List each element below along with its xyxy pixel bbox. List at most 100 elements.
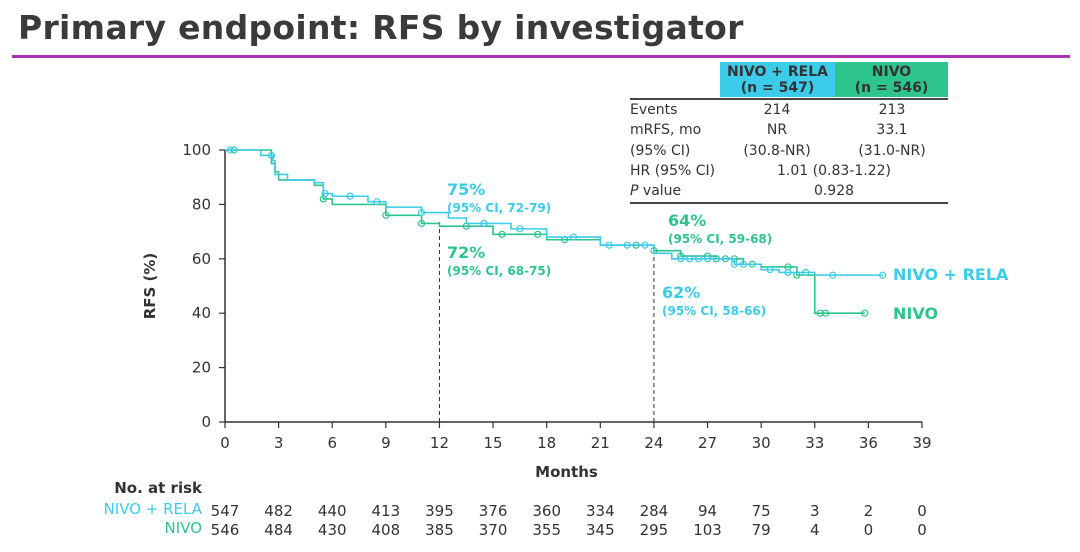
censor-mark-nivo-rela [226,146,234,154]
annotation-ci: (95% CI, 59-68) [668,232,772,246]
risk-value: 295 [640,521,669,539]
censor-mark-nivo-rela [730,260,738,268]
censor-mark-nivo-rela [373,198,381,206]
risk-value: 0 [917,502,927,520]
y-tick-label: 20 [192,359,211,377]
table-bottom-rule [630,202,948,204]
header-nivo-n: (n = 546) [854,80,929,96]
censor-mark-nivo [498,230,506,238]
risk-value: 94 [698,502,717,520]
censor-mark-nivo-rela [267,151,276,160]
y-tick-label: 40 [192,304,211,322]
annotation-value: 64% [668,211,706,230]
censor-mark-nivo-rela [677,255,685,263]
risk-value: 370 [479,521,508,539]
curve-label-nivo-rela: NIVO + RELA [893,265,1009,284]
risk-value: 547 [211,502,240,520]
censor-mark-nivo [382,211,390,219]
censor-mark-nivo-rela [605,241,613,249]
censor-mark-nivo-rela [766,266,774,274]
cell-nivo: 33.1 [876,122,908,138]
x-tick-label: 0 [220,434,230,452]
censor-mark-nivo [821,309,830,317]
y-axis-label: RFS (%) [141,253,159,320]
censor-mark-nivo-rela [641,241,649,249]
risk-value: 284 [640,502,669,520]
y-tick-label: 60 [192,250,211,268]
censor-mark-nivo-rela [321,189,329,198]
row-label: P value [630,183,681,199]
censor-mark-nivo-rela [829,271,837,279]
row-label: HR (95% CI) [630,163,716,179]
risk-value: 3 [810,502,820,520]
risk-value: 2 [864,502,874,520]
annotation-ci: (95% CI, 72-79) [447,201,551,215]
p-rest: value [638,183,682,199]
header-nivo: NIVO (n = 546) [835,62,948,97]
censor-mark-nivo-rela [695,255,703,263]
risk-value: 334 [586,502,615,520]
y-tick-label: 0 [201,413,211,431]
title-divider [12,55,1070,58]
x-tick-label: 30 [752,434,771,452]
risk-value: 0 [917,521,927,539]
header-nivo-rela: NIVO + RELA (n = 547) [720,62,835,97]
header-nivo-rela-n: (n = 547) [740,80,815,96]
p-italic: P [630,183,639,199]
risk-value: 440 [318,502,347,520]
cell-nivo-rela: NR [766,122,788,138]
censor-mark-nivo-rela [703,255,712,263]
censor-mark-nivo [816,309,824,317]
row-label: mRFS, mo [630,122,702,138]
censor-mark-nivo-rela [346,192,354,200]
x-tick-label: 39 [912,434,931,452]
cell-hr: 1.01 (0.83-1.22) [777,163,891,179]
x-tick-label: 15 [484,434,503,452]
censor-mark-nivo [861,309,869,317]
x-tick-label: 33 [805,434,824,452]
table-row: mRFS, mo NR 33.1 [630,122,948,142]
x-tick-label: 6 [327,434,337,452]
x-tick-label: 36 [859,434,878,452]
risk-value: 103 [693,521,722,539]
annotation-value: 75% [447,180,485,199]
risk-value: 355 [532,521,561,539]
risk-value: 546 [211,521,240,539]
censor-mark-nivo [534,230,542,238]
risk-value: 0 [864,521,874,539]
cell-nivo-rela: 214 [763,102,791,118]
cell-nivo-rela: (30.8-NR) [743,143,811,159]
risk-value: 75 [752,502,771,520]
x-tick-label: 27 [698,434,717,452]
censor-mark-nivo-rela [686,255,694,263]
risk-value: 4 [810,521,820,539]
cell-p-value: 0.928 [813,183,855,199]
x-tick-label: 18 [537,434,556,452]
risk-table-title: No. at risk [114,479,202,497]
km-curve-nivo-rela [225,149,883,276]
censor-mark-nivo-rela [784,268,792,276]
x-tick-label: 21 [591,434,610,452]
curve-label-nivo: NIVO [893,304,938,323]
table-row: Events 214 213 [630,102,948,122]
annotation-ci: (95% CI, 58-66) [662,304,766,318]
censor-mark-nivo-rela [739,260,747,268]
censor-mark-nivo-rela [623,241,631,249]
table-row: (95% CI) (30.8-NR) (31.0-NR) [630,143,948,163]
row-label: (95% CI) [630,143,691,159]
censor-mark-nivo-rela [569,233,578,241]
risk-value: 345 [586,521,615,539]
censor-mark-nivo [417,219,426,228]
censor-mark-nivo-rela [879,271,887,279]
risk-value: 430 [318,521,347,539]
y-tick-label: 100 [182,141,211,159]
risk-value: 395 [425,502,454,520]
cell-nivo: 213 [878,102,906,118]
risk-value: 360 [532,502,561,520]
risk-value: 482 [264,502,293,520]
row-label: Events [630,102,678,118]
annotation-ci: (95% CI, 68-75) [447,264,551,278]
header-nivo-rela-name: NIVO + RELA [727,64,828,80]
